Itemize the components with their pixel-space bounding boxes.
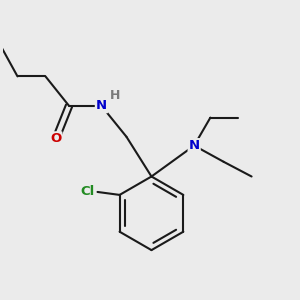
Text: H: H	[110, 89, 120, 102]
Text: O: O	[50, 132, 61, 145]
Text: N: N	[189, 139, 200, 152]
Text: Cl: Cl	[81, 185, 95, 199]
Text: N: N	[96, 99, 107, 112]
